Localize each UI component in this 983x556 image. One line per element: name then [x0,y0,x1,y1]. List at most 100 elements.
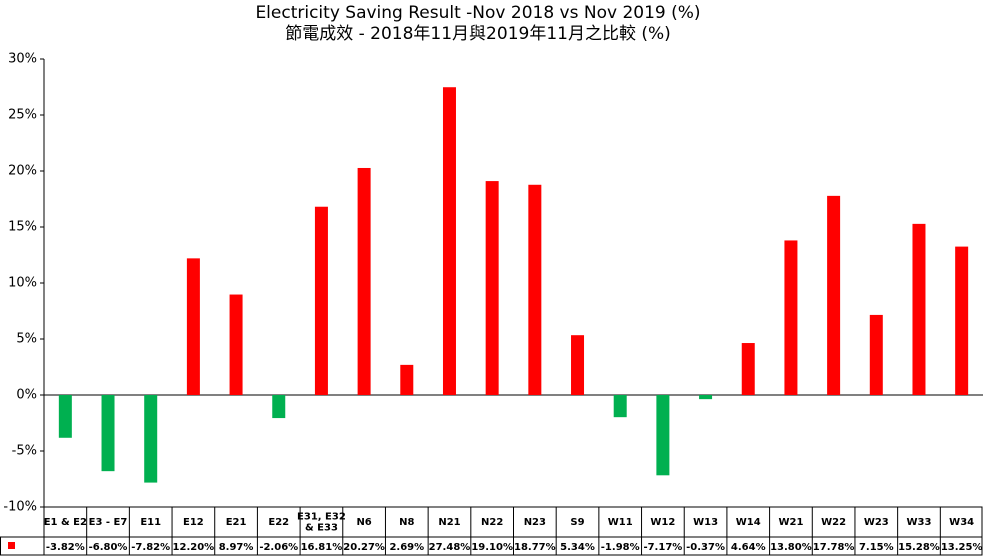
category-label: W11 [608,517,633,528]
category-label-line: E22 [268,517,289,528]
value-label: 27.48% [429,542,471,553]
category-label-line: W21 [778,517,803,528]
bar [229,294,243,395]
category-label-line: N21 [438,517,460,528]
y-tick-label: 25% [8,108,37,123]
value-label: 15.28% [898,542,940,553]
y-tick-label: 0% [16,388,37,403]
bar [314,206,328,395]
value-label: -7.82% [131,542,170,553]
value-label: 20.27% [343,542,385,553]
bar [442,87,456,395]
y-tick-label: 10% [8,276,37,291]
category-label: E21 [226,517,247,528]
bar [571,335,585,395]
category-label: W14 [736,517,761,528]
category-label-line: W23 [864,517,889,528]
bar [186,258,200,395]
value-label: 8.97% [219,542,254,553]
value-label: -2.06% [259,542,298,553]
category-label-line: S9 [570,517,584,528]
category-label: N8 [399,517,414,528]
bar [357,167,371,395]
value-label: 5.34% [560,542,595,553]
category-label: N6 [356,517,371,528]
y-tick-label: 5% [16,332,37,347]
category-label-line: W13 [693,517,718,528]
bar [656,395,670,476]
data-table: E1 & E2 -3.82% E3 - E7 -6.80% E11 -7.82% E12 12… [0,506,983,556]
category-label: S9 [570,517,584,528]
bar [613,395,627,418]
bar [272,395,286,419]
value-label: 16.81% [301,542,343,553]
bar [912,223,926,395]
category-label: E31, E32 & E33 [297,512,346,534]
bar [955,246,969,395]
chart-title: Electricity Saving Result -Nov 2018 vs N… [255,3,700,23]
category-label-line: N8 [399,517,414,528]
category-label: E12 [183,517,204,528]
value-label: 4.64% [731,542,766,553]
value-label: -7.17% [643,542,682,553]
category-label: N22 [481,517,503,528]
value-label: 19.10% [471,542,513,553]
y-axis: 30% 25% 20% 15% 10% 5% 0% -5% -10% [3,52,983,515]
value-label: 18.77% [514,542,556,553]
chart-subtitle: 節電成效 - 2018年11月與2019年11月之比較 (%) [285,24,671,44]
y-tick-label: 30% [8,52,37,67]
value-label: 7.15% [859,542,894,553]
category-label-line: W33 [907,517,932,528]
bar [58,395,72,438]
category-label-line: W34 [949,517,974,528]
category-label: W12 [650,517,675,528]
category-label-line: N6 [356,517,371,528]
category-label-line: W14 [736,517,761,528]
bar [144,395,158,483]
category-label: N21 [438,517,460,528]
bar [528,184,542,395]
category-label: W21 [778,517,803,528]
category-label-line: N23 [524,517,546,528]
category-label-line: W22 [821,517,846,528]
category-label: W34 [949,517,974,528]
value-label: -0.37% [686,542,725,553]
value-label: -3.82% [46,542,85,553]
category-label: E22 [268,517,289,528]
bar [869,314,883,395]
value-label: 12.20% [173,542,215,553]
y-tick-label: -10% [3,500,37,515]
bar [784,240,798,395]
value-label: 13.80% [770,542,812,553]
category-label-line: E3 - E7 [89,517,128,528]
category-label: W23 [864,517,889,528]
category-label-line: E31, E32 [297,512,346,523]
category-label-line: & E33 [305,523,338,534]
category-label: N23 [524,517,546,528]
category-label: W22 [821,517,846,528]
bars [58,87,969,483]
bar [101,395,115,472]
y-tick-label: 15% [8,220,37,235]
bar [741,343,755,395]
value-label: -6.80% [89,542,128,553]
value-label: 17.78% [813,542,855,553]
category-label: E11 [140,517,161,528]
category-label-line: W11 [608,517,633,528]
category-label: W33 [907,517,932,528]
category-label: W13 [693,517,718,528]
category-label-line: N22 [481,517,503,528]
value-label: -1.98% [601,542,640,553]
value-label: 13.25% [941,542,983,553]
category-label: E3 - E7 [89,517,128,528]
bar [485,181,499,395]
category-label-line: E11 [140,517,161,528]
value-label: 2.69% [389,542,424,553]
category-label-line: W12 [650,517,675,528]
category-label-line: E12 [183,517,204,528]
category-label-line: E21 [226,517,247,528]
bar [827,195,841,395]
bar [400,364,414,395]
legend-key [8,542,15,549]
